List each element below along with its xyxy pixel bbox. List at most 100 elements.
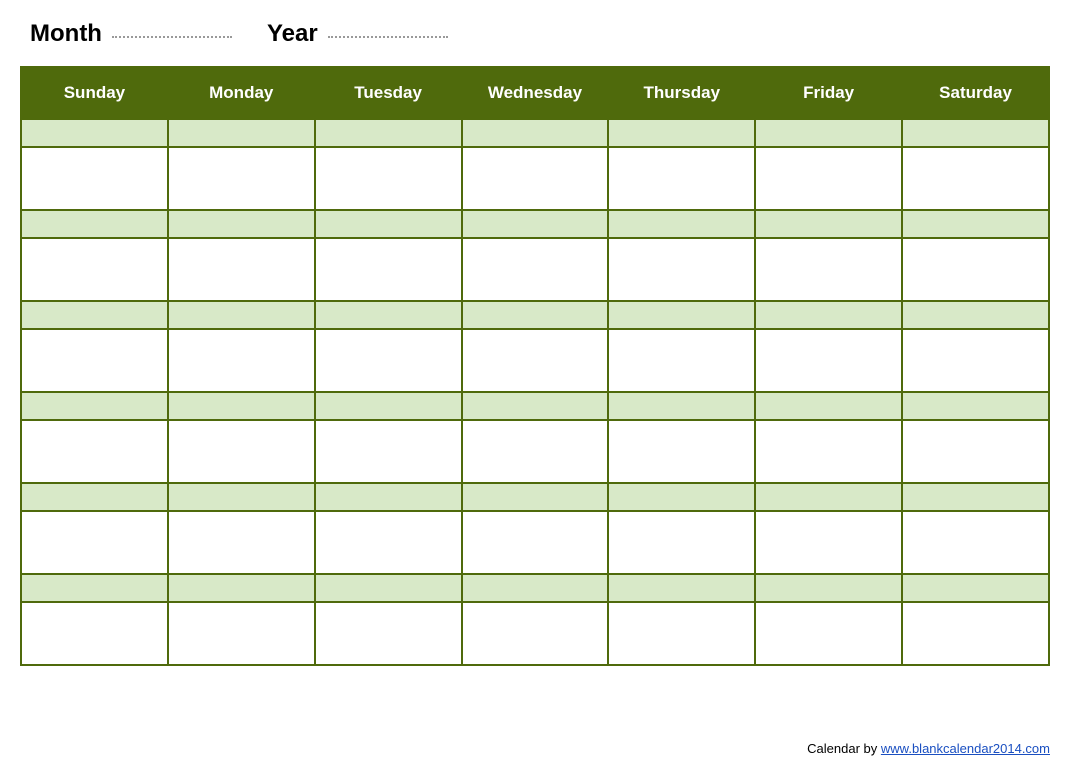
day-header-cell: Monday: [168, 67, 315, 119]
date-content-cell[interactable]: [755, 238, 902, 301]
date-content-cell[interactable]: [315, 329, 462, 392]
date-number-cell[interactable]: [315, 483, 462, 511]
date-content-cell[interactable]: [755, 329, 902, 392]
day-header-cell: Friday: [755, 67, 902, 119]
date-number-cell[interactable]: [462, 483, 609, 511]
date-content-cell[interactable]: [21, 329, 168, 392]
date-number-cell[interactable]: [462, 210, 609, 238]
date-number-cell[interactable]: [755, 483, 902, 511]
date-content-cell[interactable]: [755, 147, 902, 210]
date-content-cell[interactable]: [315, 511, 462, 574]
date-content-cell[interactable]: [755, 511, 902, 574]
calendar-thead: SundayMondayTuesdayWednesdayThursdayFrid…: [21, 67, 1049, 119]
calendar-header: Month Year: [20, 20, 1050, 48]
date-content-cell[interactable]: [168, 602, 315, 665]
date-number-cell[interactable]: [902, 119, 1049, 147]
date-number-cell[interactable]: [902, 483, 1049, 511]
date-content-cell[interactable]: [755, 602, 902, 665]
date-number-cell[interactable]: [755, 392, 902, 420]
date-content-cell[interactable]: [902, 511, 1049, 574]
date-content-cell[interactable]: [315, 147, 462, 210]
date-content-row: [21, 329, 1049, 392]
date-number-cell[interactable]: [608, 483, 755, 511]
month-label: Month: [30, 20, 102, 48]
date-content-cell[interactable]: [315, 238, 462, 301]
date-content-cell[interactable]: [462, 420, 609, 483]
date-number-cell[interactable]: [608, 392, 755, 420]
date-content-cell[interactable]: [902, 329, 1049, 392]
date-number-cell[interactable]: [755, 210, 902, 238]
date-content-cell[interactable]: [902, 420, 1049, 483]
date-number-cell[interactable]: [21, 210, 168, 238]
date-content-cell[interactable]: [315, 420, 462, 483]
date-number-cell[interactable]: [902, 301, 1049, 329]
date-content-cell[interactable]: [902, 602, 1049, 665]
date-number-cell[interactable]: [21, 483, 168, 511]
date-content-cell[interactable]: [21, 420, 168, 483]
year-input-line[interactable]: [328, 36, 448, 38]
day-header-cell: Wednesday: [462, 67, 609, 119]
date-number-cell[interactable]: [902, 392, 1049, 420]
date-content-cell[interactable]: [462, 602, 609, 665]
footer-link[interactable]: www.blankcalendar2014.com: [881, 741, 1050, 756]
date-content-cell[interactable]: [168, 147, 315, 210]
day-header-row: SundayMondayTuesdayWednesdayThursdayFrid…: [21, 67, 1049, 119]
date-content-row: [21, 602, 1049, 665]
date-number-cell[interactable]: [755, 301, 902, 329]
date-number-cell[interactable]: [168, 392, 315, 420]
date-content-cell[interactable]: [21, 147, 168, 210]
date-content-cell[interactable]: [608, 602, 755, 665]
date-number-cell[interactable]: [21, 301, 168, 329]
date-content-cell[interactable]: [21, 238, 168, 301]
date-number-cell[interactable]: [902, 210, 1049, 238]
date-content-cell[interactable]: [168, 511, 315, 574]
date-number-cell[interactable]: [608, 574, 755, 602]
date-number-cell[interactable]: [21, 392, 168, 420]
date-number-cell[interactable]: [168, 483, 315, 511]
date-number-cell[interactable]: [21, 574, 168, 602]
date-content-cell[interactable]: [168, 238, 315, 301]
date-number-cell[interactable]: [315, 301, 462, 329]
date-content-cell[interactable]: [168, 420, 315, 483]
date-number-cell[interactable]: [462, 119, 609, 147]
date-number-cell[interactable]: [462, 301, 609, 329]
date-number-cell[interactable]: [608, 301, 755, 329]
date-content-cell[interactable]: [902, 147, 1049, 210]
date-number-row: [21, 119, 1049, 147]
date-number-cell[interactable]: [608, 119, 755, 147]
date-content-row: [21, 511, 1049, 574]
date-content-cell[interactable]: [608, 329, 755, 392]
date-content-cell[interactable]: [608, 147, 755, 210]
date-number-cell[interactable]: [168, 574, 315, 602]
date-content-cell[interactable]: [608, 511, 755, 574]
date-content-cell[interactable]: [608, 420, 755, 483]
date-content-row: [21, 147, 1049, 210]
date-number-cell[interactable]: [315, 392, 462, 420]
date-number-cell[interactable]: [608, 210, 755, 238]
date-content-cell[interactable]: [462, 329, 609, 392]
date-number-cell[interactable]: [315, 210, 462, 238]
date-number-cell[interactable]: [902, 574, 1049, 602]
date-number-cell[interactable]: [755, 574, 902, 602]
date-number-cell[interactable]: [462, 392, 609, 420]
date-content-cell[interactable]: [462, 238, 609, 301]
date-number-cell[interactable]: [21, 119, 168, 147]
date-content-cell[interactable]: [21, 511, 168, 574]
date-content-cell[interactable]: [21, 602, 168, 665]
date-content-cell[interactable]: [755, 420, 902, 483]
date-content-cell[interactable]: [462, 147, 609, 210]
date-content-cell[interactable]: [902, 238, 1049, 301]
date-content-cell[interactable]: [462, 511, 609, 574]
date-number-cell[interactable]: [462, 574, 609, 602]
date-content-cell[interactable]: [315, 602, 462, 665]
date-number-cell[interactable]: [315, 119, 462, 147]
date-content-cell[interactable]: [168, 329, 315, 392]
month-input-line[interactable]: [112, 36, 232, 38]
date-content-cell[interactable]: [608, 238, 755, 301]
date-number-cell[interactable]: [315, 574, 462, 602]
date-number-cell[interactable]: [168, 119, 315, 147]
date-number-cell[interactable]: [755, 119, 902, 147]
date-number-cell[interactable]: [168, 210, 315, 238]
day-header-cell: Sunday: [21, 67, 168, 119]
date-number-cell[interactable]: [168, 301, 315, 329]
